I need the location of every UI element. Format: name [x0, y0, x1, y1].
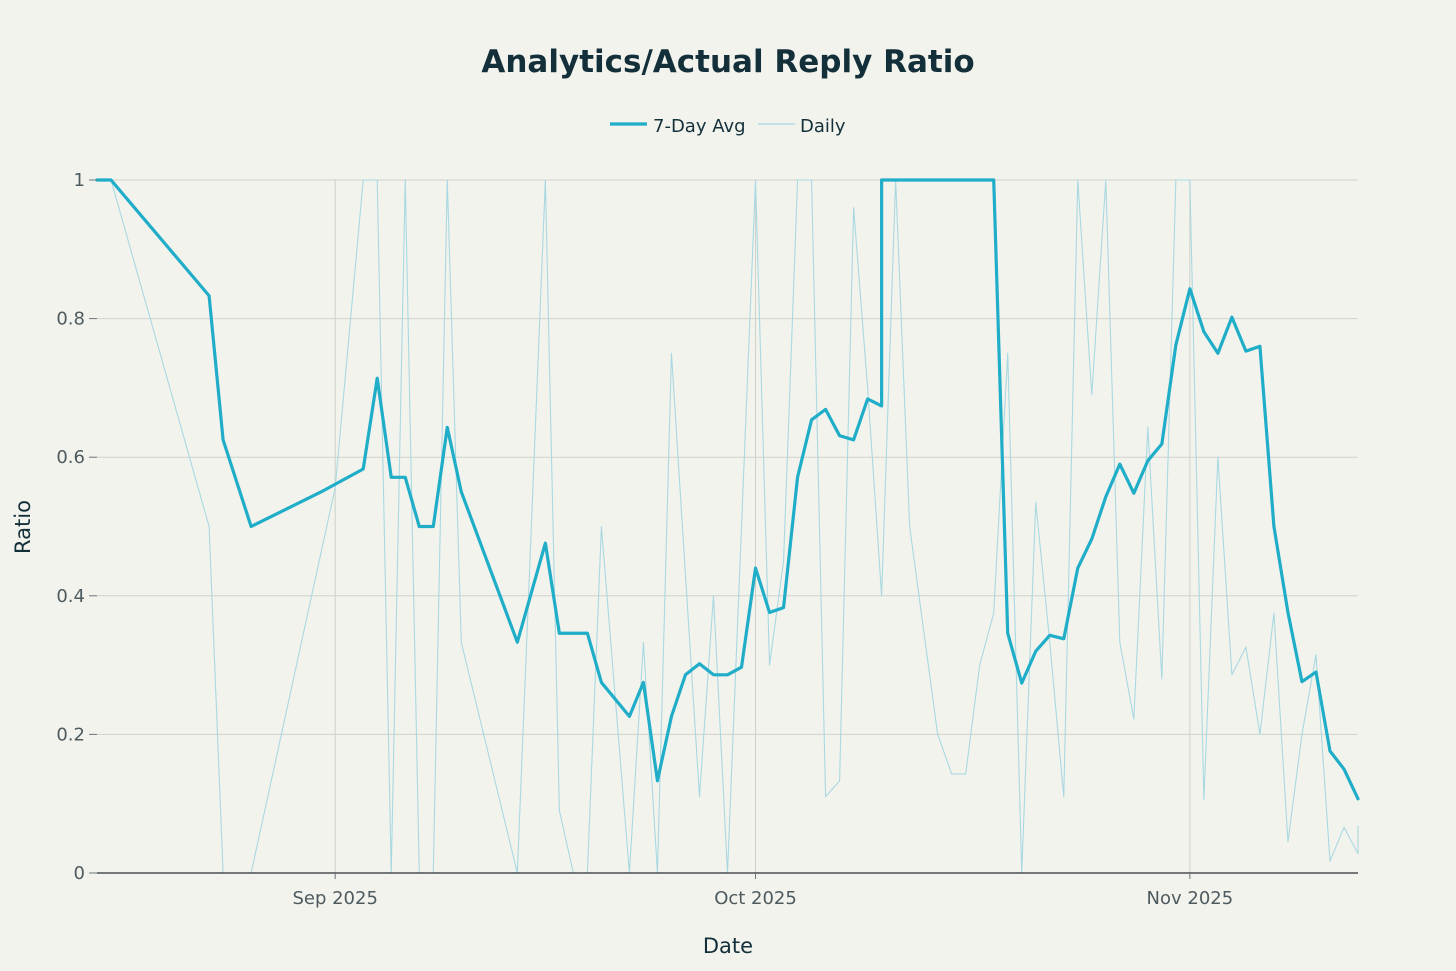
- series-line: [95, 178, 1360, 801]
- y-tick-label: 0.8: [56, 309, 85, 330]
- series-line: [96, 179, 1359, 874]
- x-tick-label: Oct 2025: [714, 888, 797, 909]
- series-daily: [96, 179, 1359, 874]
- grid: [97, 179, 1358, 873]
- y-axis-ticks: 0 0.2 0.4 0.6 0.8 1: [56, 170, 97, 884]
- y-tick-label: 1: [74, 170, 85, 191]
- y-axis-title: Ratio: [11, 500, 35, 554]
- x-axis-title: Date: [703, 934, 753, 958]
- y-tick-label: 0: [74, 863, 85, 884]
- legend-label-avg[interactable]: 7-Day Avg: [653, 116, 746, 137]
- series-avg: [95, 178, 1360, 801]
- y-tick-label: 0.4: [56, 586, 85, 607]
- x-tick-label: Sep 2025: [292, 888, 377, 909]
- x-tick-label: Nov 2025: [1147, 888, 1234, 909]
- y-tick-label: 0.2: [56, 724, 85, 745]
- x-axis-ticks: Sep 2025 Oct 2025 Nov 2025: [292, 873, 1233, 909]
- legend-label-daily[interactable]: Daily: [800, 116, 846, 137]
- legend[interactable]: 7-Day Avg Daily: [610, 116, 846, 137]
- y-tick-label: 0.6: [56, 447, 85, 468]
- chart-title: Analytics/Actual Reply Ratio: [481, 44, 974, 80]
